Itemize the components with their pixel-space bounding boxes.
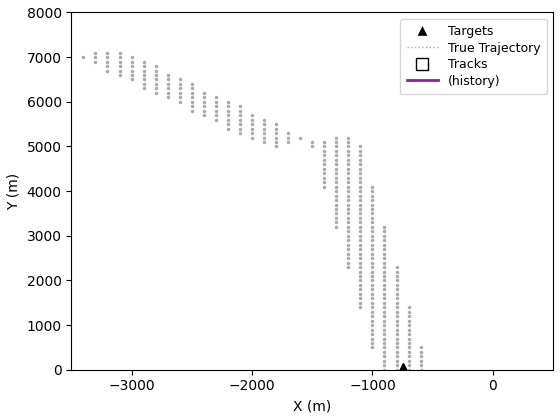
X-axis label: X (m): X (m) xyxy=(293,399,332,413)
Y-axis label: Y (m): Y (m) xyxy=(7,173,21,210)
Legend: Targets, True Trajectory, Tracks, (history): Targets, True Trajectory, Tracks, (histo… xyxy=(400,19,547,94)
